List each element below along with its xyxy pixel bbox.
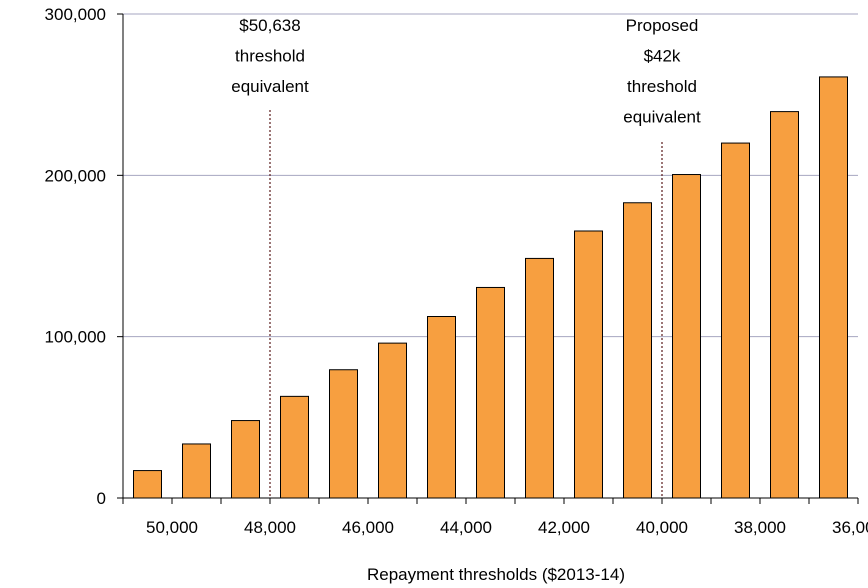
y-tick-label: 100,000 <box>45 328 106 347</box>
annotation-line: equivalent <box>231 77 309 96</box>
bar <box>672 174 701 499</box>
y-tick-label: 0 <box>97 489 106 508</box>
x-tick-labels: 50,000 48,000 46,000 44,000 42,000 40,000 38,0… <box>146 518 868 537</box>
bar <box>574 230 603 499</box>
y-tick-label: 300,000 <box>45 5 106 24</box>
x-tick-label: 50,000 <box>146 518 198 537</box>
x-tick-label: 38,000 <box>734 518 786 537</box>
bar <box>770 111 799 499</box>
annotation-line: Proposed <box>626 16 699 35</box>
y-tick-labels: 0 100,000 200,000 300,000 <box>45 5 106 508</box>
bar <box>280 395 309 499</box>
annotations: $50,638 threshold equivalent Proposed $42k th… <box>231 16 701 127</box>
bar <box>476 286 505 499</box>
annotation-line: $42k <box>644 47 681 66</box>
y-tick-label: 200,000 <box>45 166 106 185</box>
bar <box>182 443 211 499</box>
x-tick-label: 36,000 <box>832 518 868 537</box>
x-tick-label: 44,000 <box>440 518 492 537</box>
x-tick-label: 42,000 <box>538 518 590 537</box>
bar <box>378 342 407 499</box>
x-tick-label: 40,000 <box>636 518 688 537</box>
bar <box>525 257 554 499</box>
annotation-line: equivalent <box>623 108 701 127</box>
bar <box>623 202 652 499</box>
annotation-line: threshold <box>235 47 305 66</box>
bar <box>329 369 358 499</box>
x-tick-label: 48,000 <box>244 518 296 537</box>
bar <box>819 76 848 499</box>
bar <box>427 316 456 499</box>
x-axis-title: Repayment thresholds ($2013-14) <box>367 565 625 584</box>
axes <box>117 13 859 504</box>
threshold-lines <box>269 110 663 498</box>
bar <box>721 142 750 499</box>
annotation-line: threshold <box>627 77 697 96</box>
bar <box>133 470 162 499</box>
bars <box>133 76 848 499</box>
bar <box>231 420 260 499</box>
annotation-line: $50,638 <box>239 16 300 35</box>
x-tick-label: 46,000 <box>342 518 394 537</box>
